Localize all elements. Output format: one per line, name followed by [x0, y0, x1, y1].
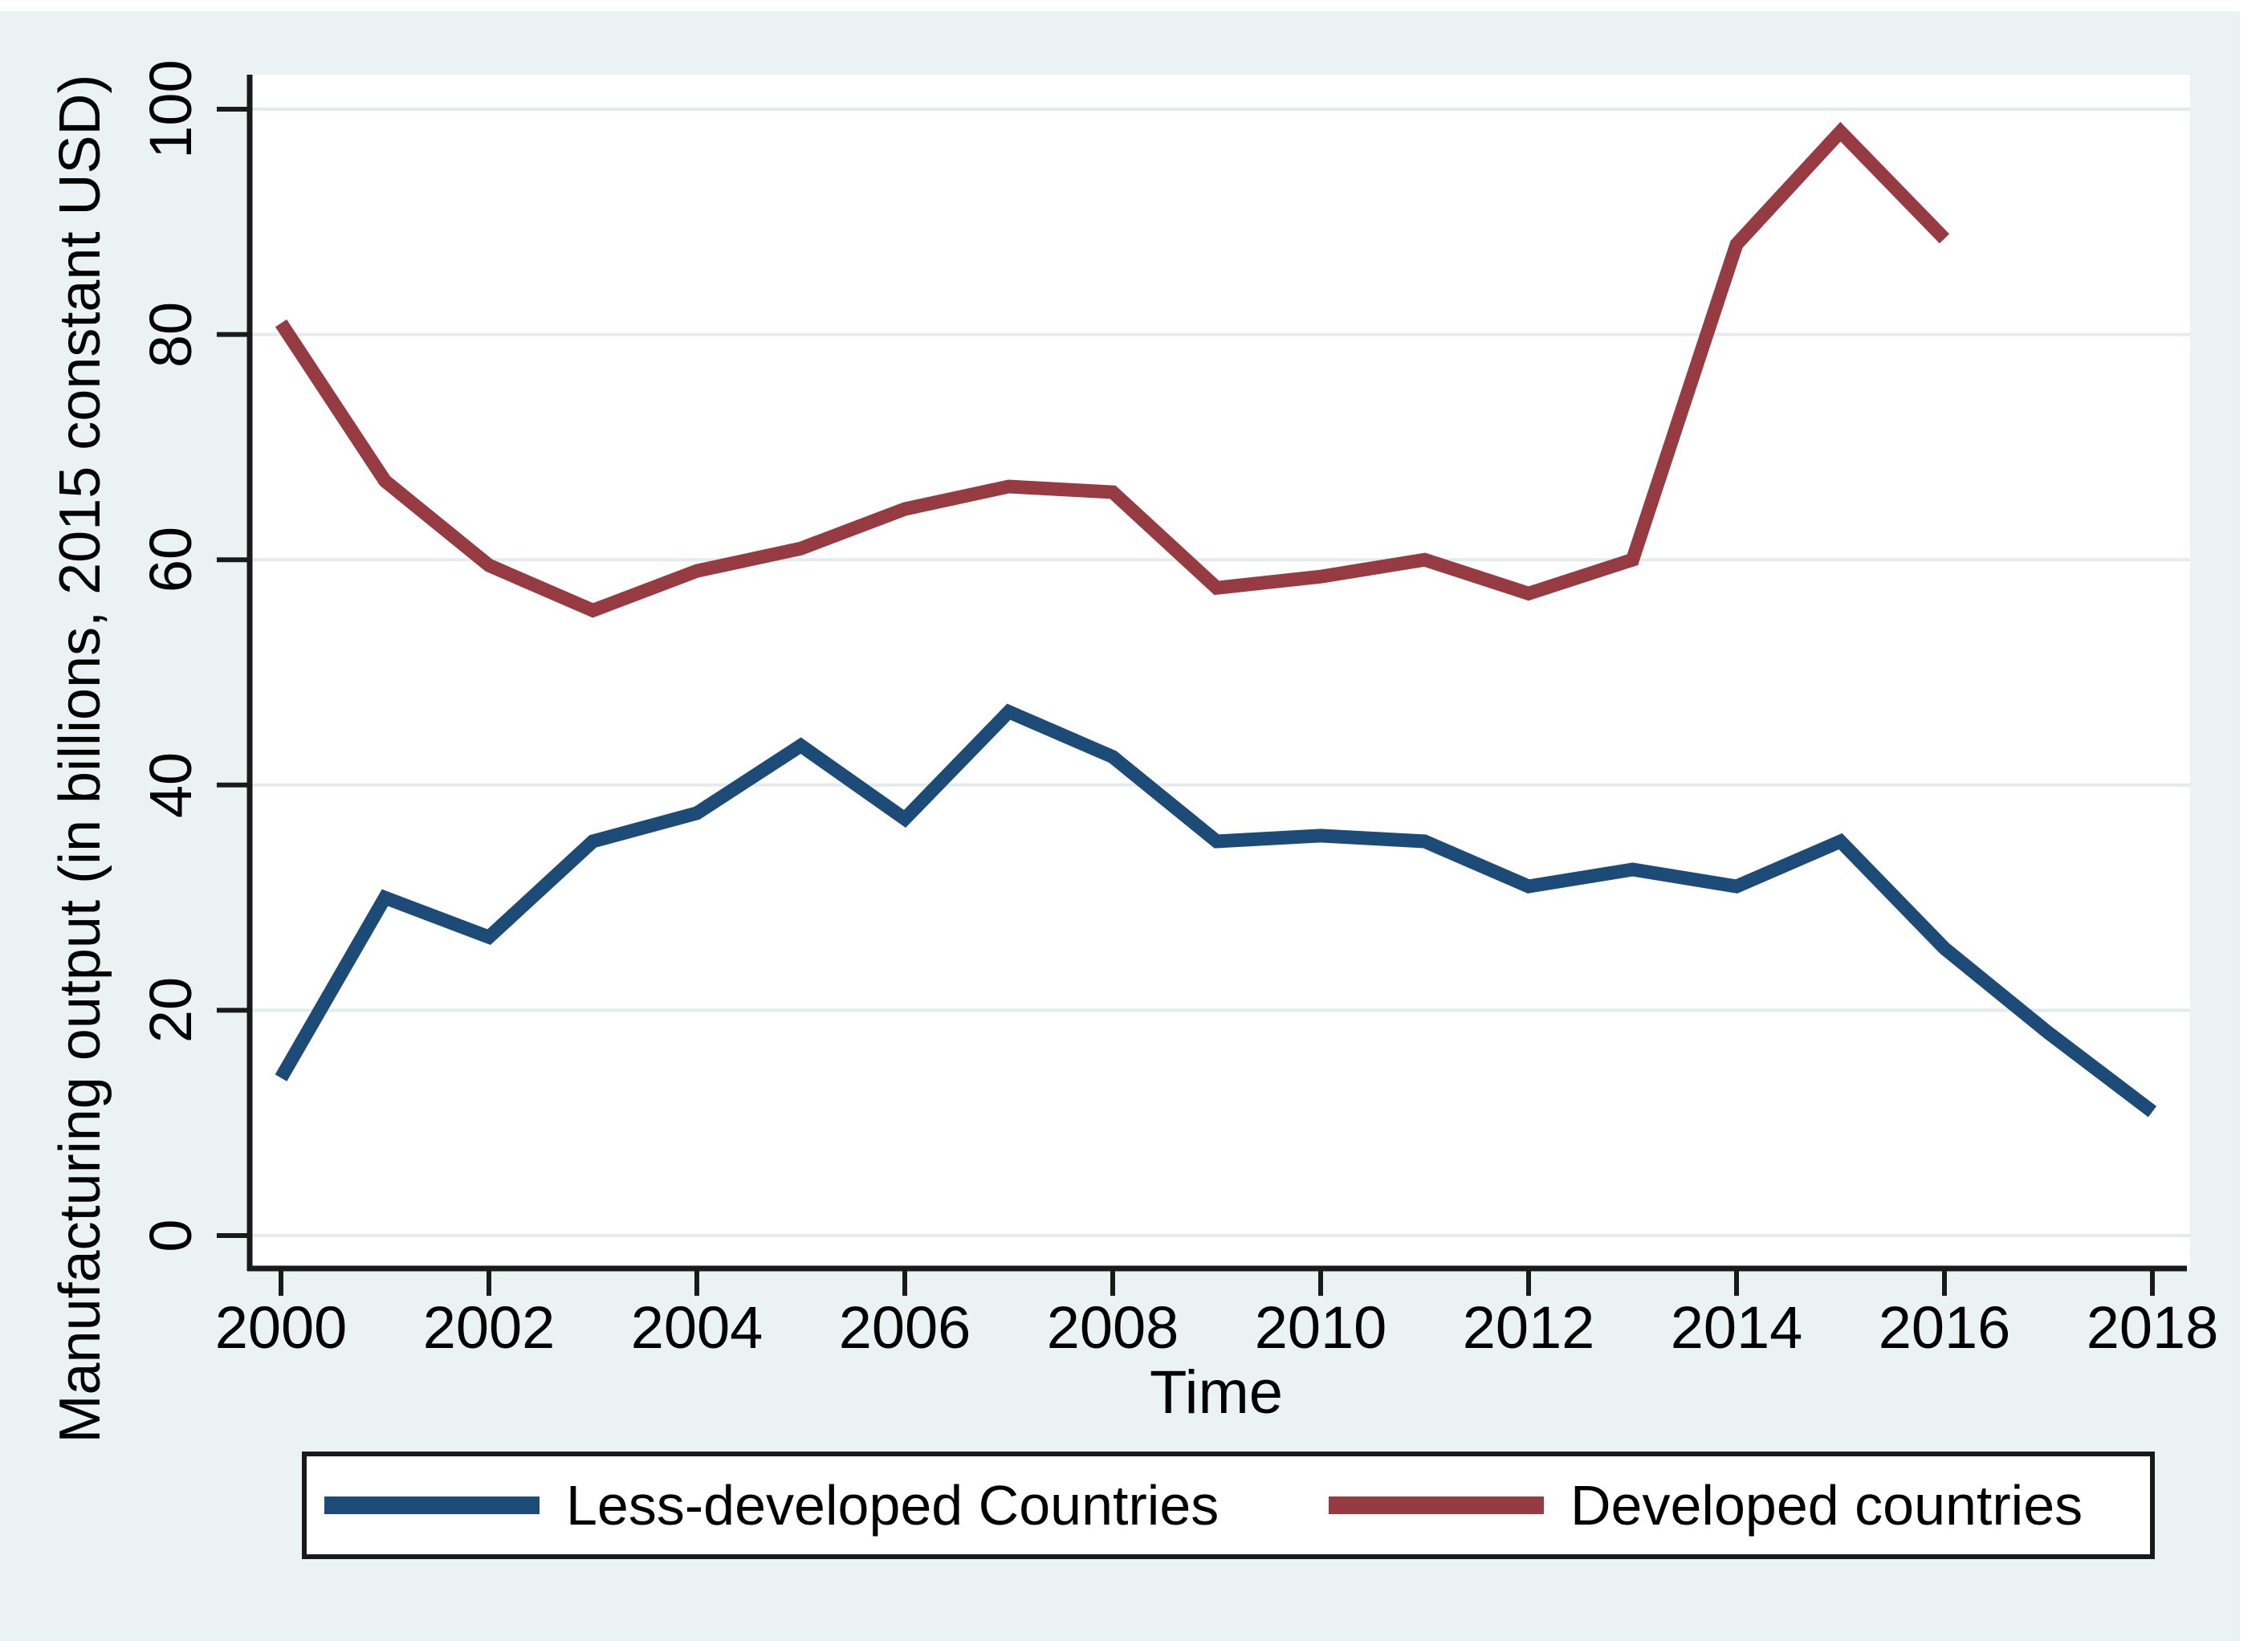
x-tick-label-2008: 2008 [1046, 1294, 1179, 1361]
y-tick-label-60: 60 [137, 527, 204, 593]
x-tick-label-2016: 2016 [1878, 1294, 2011, 1361]
x-tick-label-2018: 2018 [2086, 1294, 2219, 1361]
legend-item-less-developed: Less-developed Countries [324, 1456, 1219, 1554]
legend-item-developed: Developed countries [1329, 1456, 2083, 1554]
legend-line-swatch-red [1329, 1496, 1544, 1514]
x-tick-label-2012: 2012 [1462, 1294, 1595, 1361]
x-tick-label-2004: 2004 [630, 1294, 763, 1361]
y-axis-title: Manufacturing output (in billions, 2015 … [48, 74, 112, 1444]
x-axis-title: Time [1149, 1358, 1284, 1427]
y-tick-label-0: 0 [137, 1219, 204, 1252]
x-tick-label-2006: 2006 [838, 1294, 971, 1361]
legend-label-developed: Developed countries [1570, 1474, 2083, 1537]
y-tick-label-100: 100 [137, 59, 204, 159]
legend-line-swatch-blue [324, 1496, 540, 1514]
x-tick-label-2010: 2010 [1254, 1294, 1387, 1361]
y-tick-label-80: 80 [137, 301, 204, 368]
legend: Less-developed Countries Developed count… [302, 1452, 2155, 1559]
plot-area [247, 75, 2190, 1268]
series-line-1 [275, 121, 1950, 618]
x-tick-label-2014: 2014 [1670, 1294, 1803, 1361]
y-tick-label-20: 20 [137, 977, 204, 1044]
series-line-0 [275, 703, 2157, 1118]
x-tick-label-2000: 2000 [214, 1294, 348, 1361]
legend-label-less-developed: Less-developed Countries [566, 1474, 1220, 1537]
y-tick-label-40: 40 [137, 751, 204, 818]
x-tick-label-2002: 2002 [422, 1294, 556, 1361]
